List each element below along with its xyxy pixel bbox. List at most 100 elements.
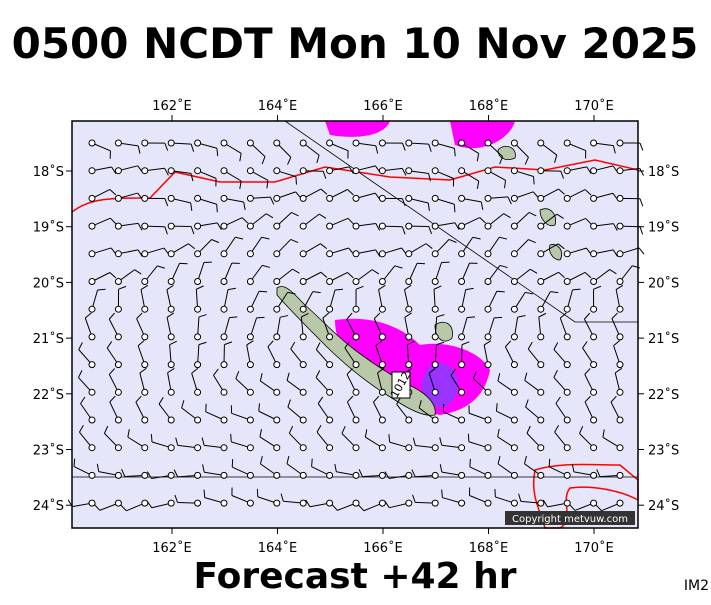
wind-station — [115, 389, 121, 395]
wind-station — [195, 251, 201, 257]
wind-station — [168, 362, 174, 368]
wind-station — [591, 251, 597, 257]
wind-station — [89, 223, 95, 229]
wind-station — [274, 362, 280, 368]
wind-station — [617, 500, 623, 506]
lat-label: 23˚S — [33, 443, 64, 459]
wind-station — [379, 306, 385, 312]
wind-station — [327, 140, 333, 146]
wind-station — [459, 472, 465, 478]
wind-station — [459, 306, 465, 312]
wind-station — [300, 223, 306, 229]
wind-station — [564, 195, 570, 201]
wind-station — [195, 445, 201, 451]
wind-station — [353, 472, 359, 478]
wind-station — [511, 195, 517, 201]
wind-station — [115, 500, 121, 506]
wind-barb-flag — [468, 434, 469, 442]
wind-station — [115, 445, 121, 451]
wind-station — [591, 334, 597, 340]
wind-station — [247, 445, 253, 451]
wind-station — [142, 251, 148, 257]
wind-station — [379, 251, 385, 257]
wind-station — [195, 168, 201, 174]
wind-station — [538, 334, 544, 340]
wind-station — [485, 362, 491, 368]
wind-station — [485, 500, 491, 506]
wind-station — [195, 195, 201, 201]
wind-station — [379, 445, 385, 451]
wind-station — [485, 195, 491, 201]
wind-station — [89, 195, 95, 201]
wind-station — [89, 334, 95, 340]
lat-label: 18˚S — [33, 164, 64, 180]
wind-station — [485, 389, 491, 395]
wind-station — [485, 472, 491, 478]
wind-barb-flag — [259, 403, 260, 411]
wind-station — [221, 251, 227, 257]
wind-station — [485, 334, 491, 340]
wind-station — [247, 251, 253, 257]
wind-station — [195, 389, 201, 395]
wind-station — [353, 279, 359, 285]
wind-station — [432, 195, 438, 201]
wind-station — [432, 334, 438, 340]
wind-station — [89, 279, 95, 285]
wind-station — [142, 472, 148, 478]
wind-station — [538, 168, 544, 174]
wind-station — [353, 362, 359, 368]
wind-station — [591, 140, 597, 146]
wind-station — [432, 168, 438, 174]
wind-station — [353, 445, 359, 451]
wind-station — [379, 417, 385, 423]
wind-station — [274, 417, 280, 423]
wind-station — [459, 168, 465, 174]
wind-station — [300, 334, 306, 340]
wind-station — [459, 389, 465, 395]
lat-label: 23˚S — [648, 443, 679, 459]
wind-station — [617, 223, 623, 229]
wind-station — [327, 334, 333, 340]
wind-station — [511, 445, 517, 451]
wind-station — [406, 251, 412, 257]
wind-station — [327, 168, 333, 174]
lon-label: 168˚E — [469, 98, 509, 114]
image-id: IM2 — [684, 578, 709, 594]
lat-label: 19˚S — [648, 220, 679, 236]
wind-station — [379, 334, 385, 340]
wind-station — [247, 140, 253, 146]
wind-station — [353, 417, 359, 423]
wind-station — [300, 389, 306, 395]
wind-station — [617, 251, 623, 257]
wind-station — [353, 140, 359, 146]
lon-label: 164˚E — [258, 540, 298, 556]
wind-station — [406, 334, 412, 340]
wind-station — [591, 306, 597, 312]
wind-station — [432, 445, 438, 451]
wind-station — [327, 500, 333, 506]
wind-station — [195, 417, 201, 423]
wind-station — [511, 334, 517, 340]
wind-station — [247, 417, 253, 423]
lon-label: 170˚E — [574, 540, 614, 556]
wind-station — [432, 279, 438, 285]
wind-station — [327, 279, 333, 285]
wind-station — [300, 140, 306, 146]
wind-station — [538, 223, 544, 229]
wind-station — [89, 140, 95, 146]
wind-station — [353, 389, 359, 395]
wind-station — [591, 168, 597, 174]
wind-barb-flag — [640, 227, 643, 235]
wind-station — [432, 417, 438, 423]
wind-station — [379, 195, 385, 201]
lon-label: 164˚E — [258, 98, 298, 114]
wind-station — [564, 251, 570, 257]
wind-station — [274, 306, 280, 312]
wind-station — [379, 140, 385, 146]
lon-label: 162˚E — [152, 98, 192, 114]
wind-station — [327, 362, 333, 368]
wind-station — [221, 472, 227, 478]
wind-station — [379, 362, 385, 368]
wind-station — [168, 223, 174, 229]
wind-station — [432, 251, 438, 257]
